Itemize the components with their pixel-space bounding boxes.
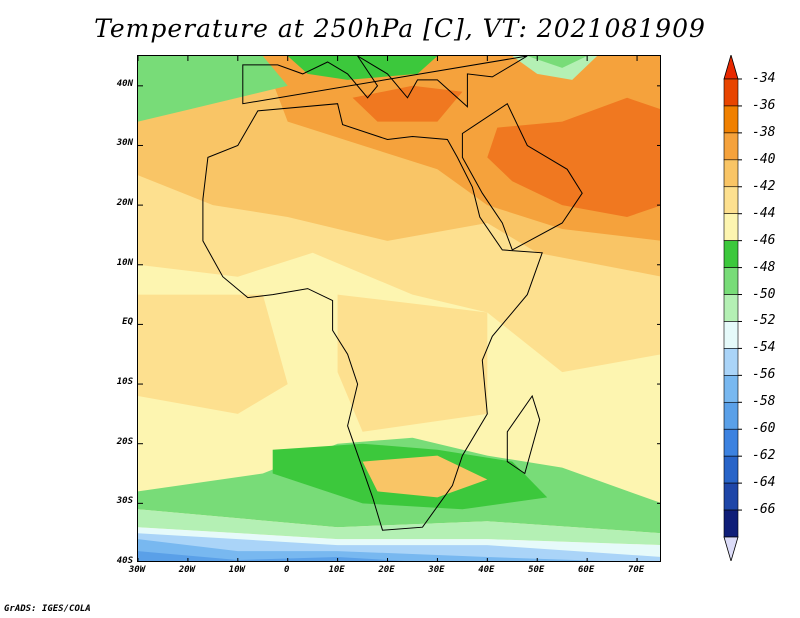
colorbar-swatch: [723, 186, 739, 215]
colorbar-swatch: [723, 428, 739, 457]
colorbar-level-label: -56: [752, 367, 776, 383]
field-warm-core-2: [352, 85, 463, 122]
colorbar-level-label: -38: [752, 124, 776, 140]
colorbar-level-label: -48: [752, 259, 776, 275]
colorbar-swatch: [723, 348, 739, 376]
arabia-outline: [461, 102, 583, 251]
field-blue-mid-south: [138, 539, 604, 561]
madagascar-outline: [506, 394, 541, 475]
colorbar-swatch: [723, 375, 739, 403]
temperature-field: [138, 56, 660, 561]
lon-tick-label: 50E: [528, 565, 545, 575]
colorbar-level-label: -64: [752, 475, 776, 491]
field-green-light-south: [138, 509, 660, 546]
colorbar-level-label: -36: [752, 97, 776, 113]
colorbar-top-arrow: [723, 55, 739, 80]
lat-tick-label: 10S: [116, 377, 133, 388]
colorbar-level-label: -40: [752, 151, 776, 167]
africa-outline: [202, 103, 543, 531]
colorbar-level-label: -42: [752, 178, 776, 194]
field-green-north: [138, 56, 288, 122]
field-warm-core: [487, 97, 660, 217]
lon-tick-label: 40E: [478, 565, 495, 575]
lon-tick-label: 10W: [228, 565, 245, 575]
lon-tick-label: 70E: [627, 565, 645, 575]
credit-text: GrADS: IGES/COLA: [4, 604, 91, 614]
colorbar-swatch: [723, 240, 739, 268]
field-light-africa: [337, 294, 488, 432]
lon-tick-label: 30W: [128, 565, 146, 575]
colorbar-swatch: [723, 105, 739, 134]
lon-tick-label: 60E: [578, 565, 595, 575]
colorbar-swatch: [723, 321, 739, 349]
colorbar-level-label: -60: [752, 421, 776, 437]
lon-tick-label: 20E: [378, 565, 395, 575]
colorbar-swatch: [723, 509, 739, 538]
colorbar-level-label: -50: [752, 286, 776, 302]
colorbar-level-label: -66: [752, 502, 776, 518]
colorbar-level-label: -62: [752, 448, 776, 464]
lat-tick-label: EQ: [122, 317, 133, 328]
colorbar-level-label: -58: [752, 394, 776, 410]
lon-tick-label: 20W: [178, 565, 196, 575]
field-green-ne: [512, 56, 598, 80]
field-green-ne2: [527, 56, 588, 68]
colorbar-swatch: [723, 267, 739, 295]
colorbar-swatch: [723, 213, 739, 241]
colorbar-level-label: -46: [752, 232, 776, 248]
lat-tick-label: 40S: [116, 556, 133, 566]
lat-tick-label: 20S: [116, 436, 133, 447]
map-panel: [137, 55, 661, 562]
colorbar-level-label: -44: [752, 205, 776, 221]
lat-tick-label: 20N: [116, 198, 133, 209]
lon-tick-label: 30E: [428, 565, 445, 575]
lat-tick-label: 30N: [116, 138, 133, 149]
map-title: Temperature at 250hPa [C], VT: 202108190…: [94, 14, 706, 43]
lon-tick-label: 10E: [328, 565, 345, 575]
colorbar-swatch: [723, 294, 739, 322]
colorbar-swatch: [723, 132, 739, 161]
colorbar-level-label: -34: [752, 71, 776, 86]
colorbar-swatch: [723, 401, 739, 430]
colorbar-swatch: [723, 159, 739, 188]
lat-tick-label: 40N: [116, 78, 133, 89]
lat-tick-label: 30S: [116, 496, 133, 507]
colorbar-swatch: [723, 482, 739, 511]
colorbar-swatch: [723, 78, 739, 107]
colorbar-swatch: [723, 455, 739, 484]
field-light-atl: [138, 294, 288, 414]
lon-tick-label: 0: [283, 565, 290, 575]
colorbar-level-label: -52: [752, 313, 776, 329]
lat-tick-label: 10N: [116, 257, 133, 268]
colorbar: [723, 55, 742, 561]
field-green-north-2: [287, 56, 438, 80]
europe-outline: [242, 56, 528, 108]
colorbar-bottom-arrow: [723, 536, 739, 561]
colorbar-level-label: -54: [752, 340, 776, 356]
field-light-south: [362, 455, 488, 498]
